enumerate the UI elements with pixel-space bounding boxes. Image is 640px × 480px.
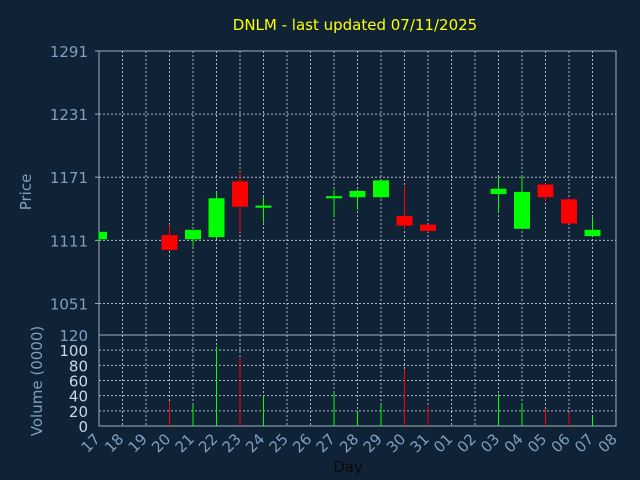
candle (537, 183, 554, 202)
x-tick-label: 31 (407, 430, 433, 456)
price-tick-label: 1291 (50, 43, 88, 61)
x-tick-label: 21 (172, 430, 198, 456)
candle-body (373, 180, 389, 198)
price-tick-label: 1051 (50, 295, 88, 313)
candle-body (514, 191, 530, 229)
x-tick-label: 20 (148, 430, 174, 456)
candle (396, 185, 413, 229)
candle-body (561, 199, 577, 224)
candle-body (490, 188, 507, 195)
x-tick-label: 26 (289, 430, 315, 456)
candle-body (232, 181, 248, 207)
x-tick-label: 23 (219, 430, 245, 456)
candle (584, 217, 601, 237)
candle (326, 189, 342, 218)
candle (373, 180, 389, 199)
candle-body (537, 184, 554, 198)
volume-tick-label: 100 (59, 342, 88, 360)
candle (98, 231, 107, 242)
candle-body (420, 224, 436, 231)
volume-tick-label: 40 (69, 388, 88, 406)
volume-tick-label: 0 (78, 418, 88, 436)
price-axis-label: Price (17, 174, 35, 211)
candle (208, 191, 225, 240)
x-tick-label: 05 (524, 430, 550, 456)
x-tick-label: 18 (101, 430, 127, 456)
price-panel: 1291 1231 1171 1111 1051 (50, 43, 617, 336)
candle-body (349, 190, 366, 198)
volume-tick-label: 120 (59, 327, 88, 345)
candle (561, 199, 577, 224)
candle (514, 175, 530, 229)
x-tick-label: 04 (501, 430, 527, 456)
x-tick-label: 01 (430, 430, 456, 456)
candle (349, 189, 366, 210)
candle-body (396, 216, 413, 226)
price-tick-label: 1171 (50, 169, 88, 187)
candle-body (326, 196, 342, 199)
x-tick-label: 30 (383, 430, 409, 456)
x-tick-label: 24 (242, 430, 268, 456)
candle (420, 224, 436, 232)
x-tick-label: 08 (595, 430, 621, 456)
candle (255, 197, 272, 223)
candle-body (161, 235, 178, 250)
price-tick-label: 1231 (50, 106, 88, 124)
candle (185, 229, 201, 247)
x-tick-label: 22 (195, 430, 221, 456)
volume-panel: 1201008060402001718192021222324252627282… (59, 327, 620, 456)
chart-title: DNLM - last updated 07/11/2025 (233, 16, 477, 34)
candle-body (255, 205, 272, 208)
candle-body (584, 229, 601, 237)
price-tick-label: 1111 (50, 232, 88, 250)
candle (490, 177, 507, 212)
x-tick-label: 27 (313, 430, 339, 456)
volume-tick-label: 60 (69, 373, 88, 391)
x-tick-label: 02 (454, 430, 480, 456)
volume-axis-label: Volume (0000) (28, 326, 46, 436)
candle-body (208, 198, 225, 238)
x-tick-label: 07 (571, 430, 597, 456)
x-tick-label: 06 (548, 430, 574, 456)
x-tick-label: 25 (266, 430, 292, 456)
x-tick-label: 19 (125, 430, 151, 456)
candle-body (185, 229, 201, 240)
x-axis-label: Day (333, 458, 363, 476)
x-tick-label: 29 (360, 430, 386, 456)
volume-tick-label: 20 (69, 403, 88, 421)
candle (161, 224, 178, 251)
x-tick-label: 28 (336, 430, 362, 456)
x-tick-label: 03 (477, 430, 503, 456)
volume-tick-label: 80 (69, 357, 88, 375)
candle-body (99, 231, 107, 240)
candle (232, 171, 248, 232)
